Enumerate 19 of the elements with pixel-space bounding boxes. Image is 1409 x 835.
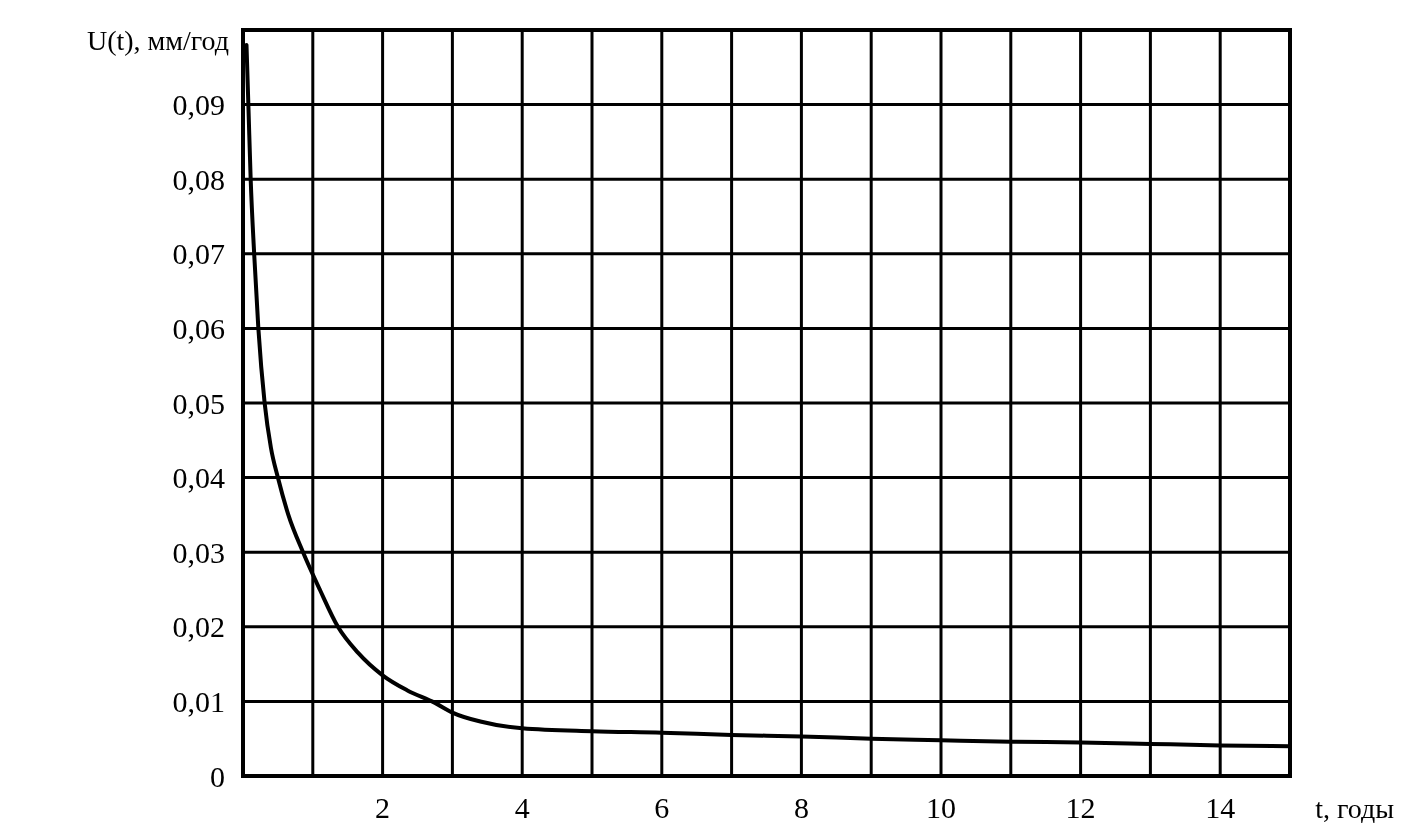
y-tick-label: 0,04 [172,461,225,495]
y-tick-label: 0,02 [172,610,225,644]
y-tick-label: 0,08 [172,162,225,196]
y-tick-label: 0,07 [172,237,225,271]
x-tick-label: 14 [1205,791,1236,824]
y-tick-label: 0,06 [172,311,225,345]
x-tick-label: 2 [375,791,391,824]
x-tick-label: 6 [654,791,670,824]
y-tick-label: 0,03 [172,535,225,569]
x-axis-title: t, годы [1315,793,1395,824]
x-tick-label: 12 [1065,791,1096,824]
y-tick-label: 0,09 [172,88,225,122]
y-tick-label: 0,01 [172,684,225,718]
y-tick-label: 0 [210,759,225,793]
y-axis-title: U(t), мм/год [86,25,229,56]
x-tick-label: 8 [793,791,809,824]
y-tick-label: 0,05 [172,386,225,420]
x-tick-label: 4 [514,791,530,824]
x-tick-label: 10 [926,791,956,824]
